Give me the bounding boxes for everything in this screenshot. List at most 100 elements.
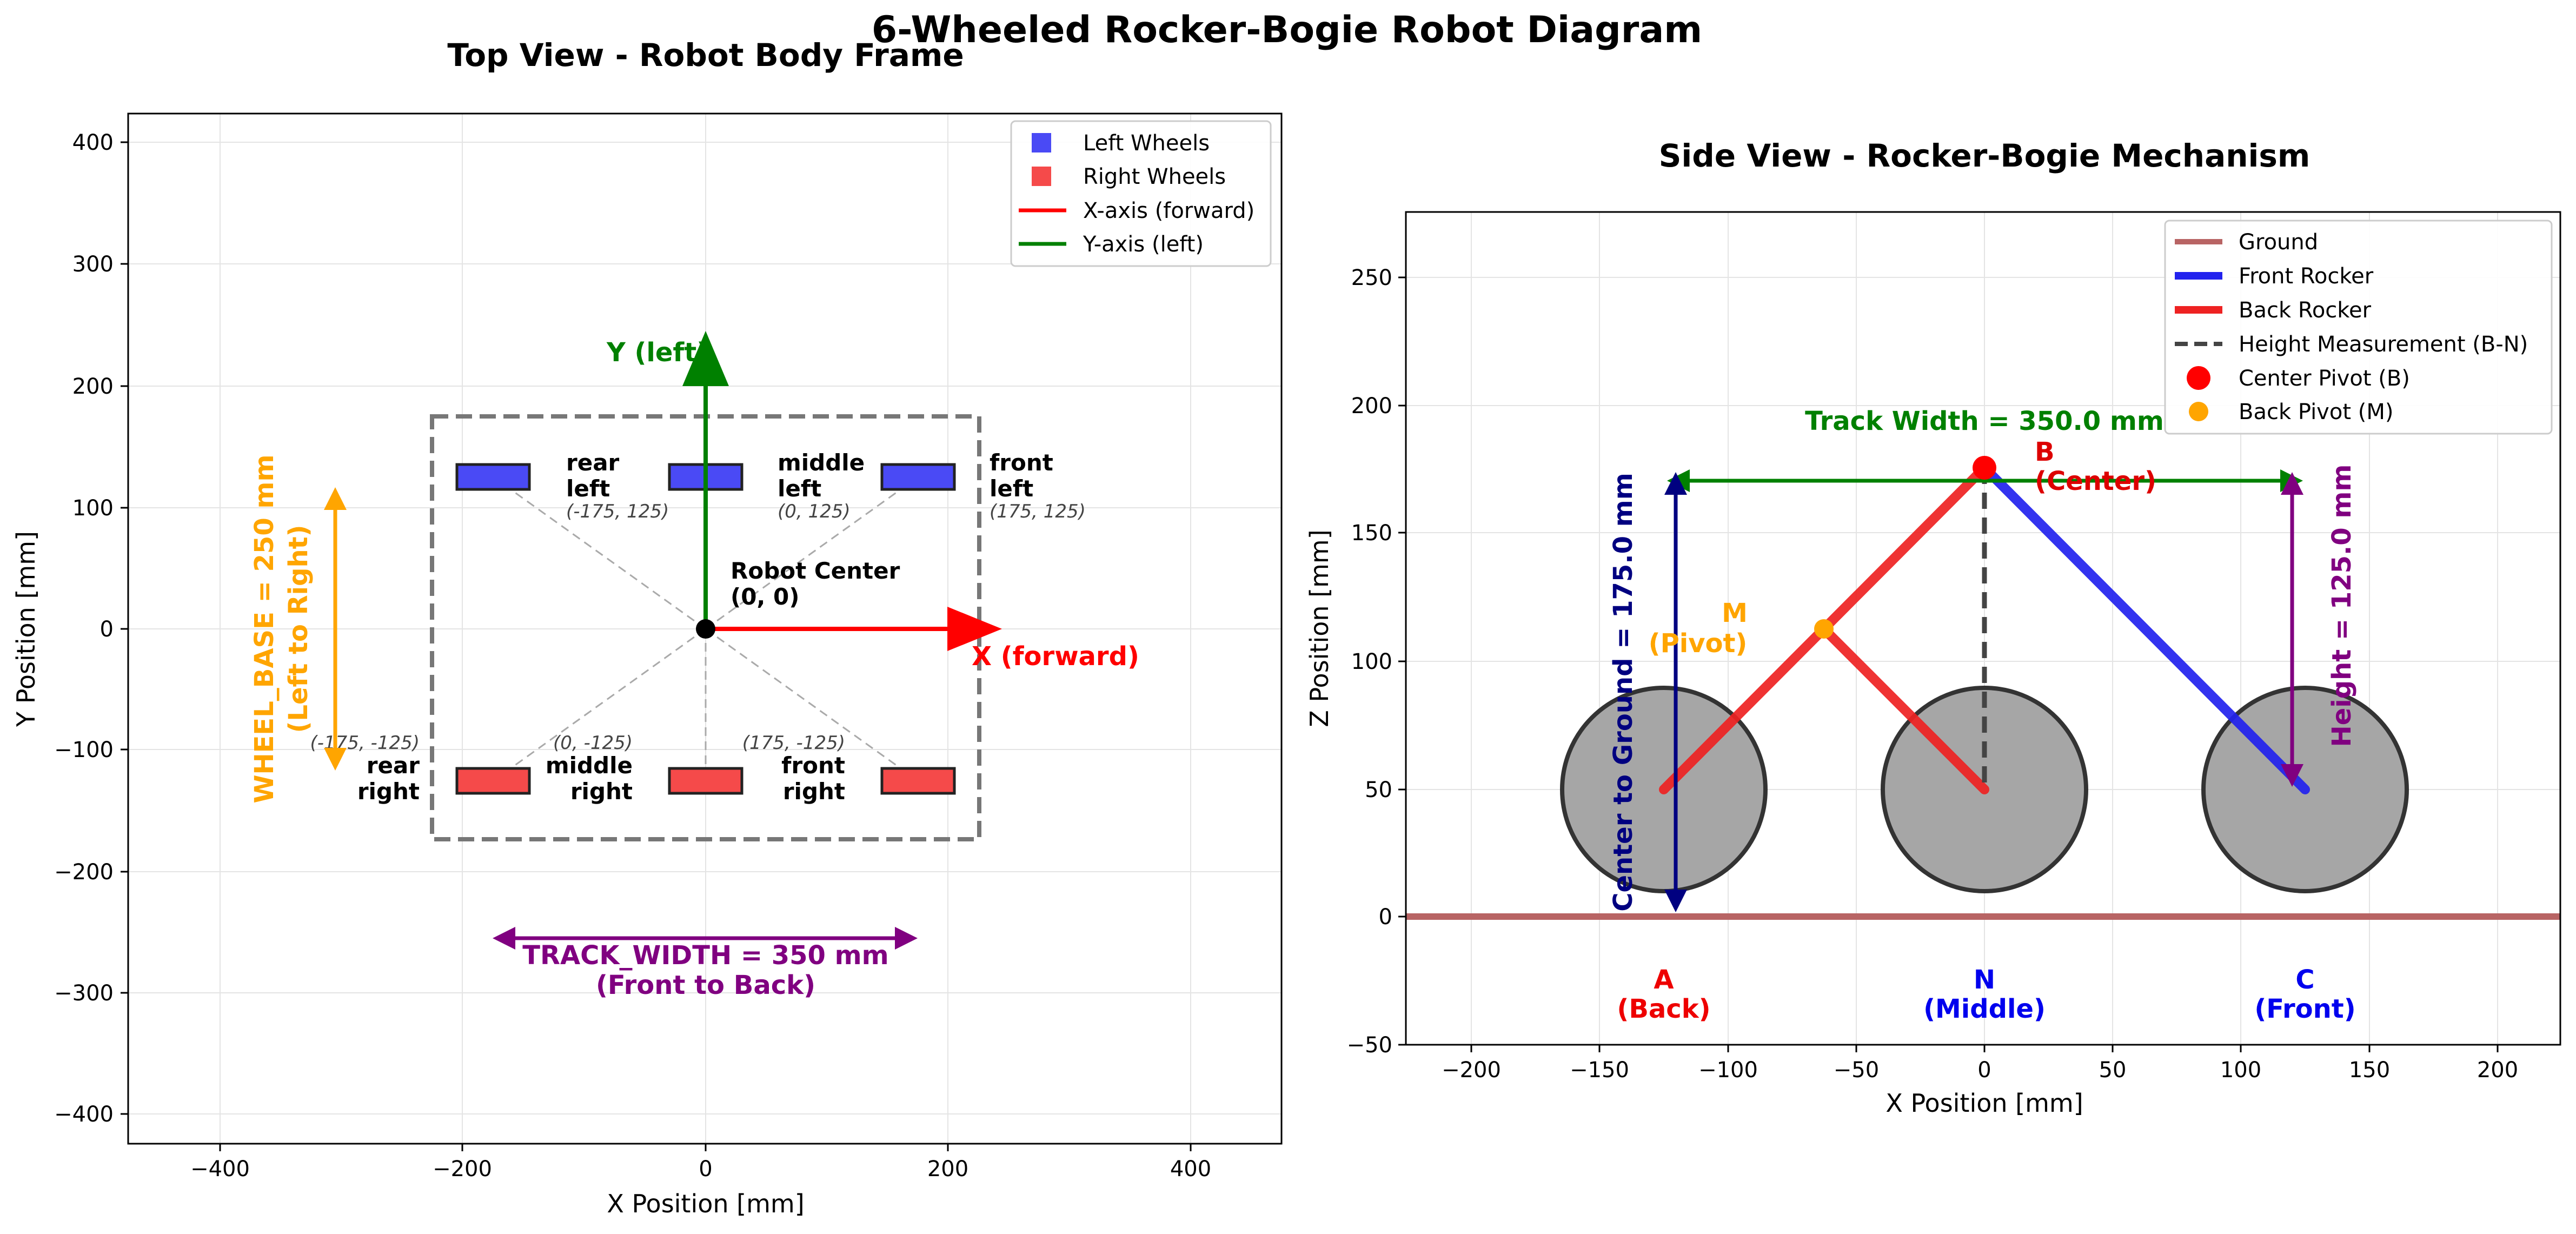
- x-tick-label: −150: [1570, 1058, 1629, 1083]
- wheel-a-label: A: [1654, 965, 1674, 995]
- wheel-rear-left: [455, 463, 531, 491]
- wheel-n-sublabel: (Middle): [1923, 994, 2046, 1024]
- front-rocker: [1980, 463, 2310, 794]
- legend-marker-right-wheels: [1032, 167, 1051, 186]
- wheel-label: left: [990, 475, 1033, 502]
- pivot-m-label: M: [1722, 598, 1748, 628]
- x-tick-label: 0: [699, 1157, 712, 1182]
- x-tick-label: 400: [1170, 1157, 1211, 1182]
- side-view-plot-frame: [1405, 211, 2561, 1046]
- wheel-c-label: C: [2295, 965, 2314, 995]
- legend-label: Back Pivot (M): [2239, 400, 2393, 424]
- y-tick-label: −200: [54, 860, 114, 885]
- top-view-panel: Top View - Robot Body Frame: [11, 37, 1283, 1218]
- side-view-panel: Side View - Rocker-Bogie Mechanism: [1305, 137, 2561, 1118]
- height-label: Height = 125.0 mm: [2327, 465, 2357, 747]
- wheel-n-label: N: [1974, 965, 1995, 995]
- right-wheels: [455, 767, 956, 795]
- side-view-ticks: [1398, 276, 2499, 1052]
- y-tick-label: 250: [1351, 266, 1392, 290]
- y-tick-label: −300: [54, 981, 114, 1006]
- wheel-label: middle: [546, 752, 633, 779]
- y-tick-label: 50: [1365, 778, 1392, 802]
- pivot-b-label: B: [2035, 437, 2055, 467]
- wheel-coord: (0, -125): [553, 732, 633, 754]
- x-tick-label: −200: [433, 1157, 492, 1182]
- wheel-label: right: [357, 778, 420, 805]
- side-view-y-tick-labels: 250 200 150 100 50 0 −50: [1347, 266, 1392, 1058]
- wheel-coord: (0, 125): [778, 501, 851, 522]
- wheel-base-sublabel: (Left to Right): [283, 525, 314, 733]
- top-view-legend: Left Wheels Right Wheels X-axis (forward…: [1010, 120, 1272, 267]
- top-view-ticks: [121, 141, 1192, 1151]
- legend-label: Right Wheels: [1083, 164, 1226, 189]
- pivot-m-sublabel: (Pivot): [1649, 628, 1748, 659]
- back-rocker-lower: [1819, 624, 1989, 794]
- wheel-label: left: [566, 475, 610, 502]
- track-width-sublabel: (Front to Back): [596, 970, 815, 1000]
- x-tick-label: 100: [2220, 1058, 2261, 1083]
- robot-center-dot: [696, 619, 715, 639]
- right-wheel-labels: (-175, -125) rear right (0, -125) middle…: [310, 732, 845, 805]
- y-axis-arrow: [682, 331, 729, 629]
- wheel-label: rear: [566, 449, 620, 476]
- y-tick-label: −100: [54, 738, 114, 762]
- legend-marker-left-wheels: [1032, 133, 1051, 152]
- y-tick-label: 0: [100, 617, 114, 642]
- wheel-coord: (-175, -125): [310, 732, 420, 754]
- top-view-plot-frame: [127, 112, 1283, 1145]
- x-tick-label: 50: [2099, 1058, 2127, 1083]
- x-tick-label: −100: [1698, 1058, 1758, 1083]
- x-tick-label: 150: [2349, 1058, 2390, 1083]
- wheel-coord: (175, -125): [742, 732, 845, 754]
- legend-label: Left Wheels: [1083, 131, 1210, 156]
- wheel-coord: (-175, 125): [566, 501, 669, 522]
- top-view-y-axis-label: Y Position [mm]: [11, 531, 41, 727]
- x-tick-label: −200: [1442, 1058, 1501, 1083]
- wheel-front-left: [880, 463, 956, 491]
- side-view-legend: Ground Front Rocker Back Rocker Height M…: [2164, 220, 2553, 435]
- wheel-label: front: [781, 752, 845, 779]
- legend-label: Center Pivot (B): [2239, 366, 2410, 391]
- x-tick-label: 200: [927, 1157, 968, 1182]
- wheel-label: front: [990, 449, 1053, 476]
- side-view-y-axis-label: Z Position [mm]: [1305, 529, 1334, 727]
- y-tick-label: 300: [72, 252, 114, 277]
- legend-label: X-axis (forward): [1083, 198, 1254, 223]
- wheel-a-sublabel: (Back): [1617, 994, 1710, 1024]
- track-width-label: Track Width = 350.0 mm: [1805, 406, 2164, 436]
- y-tick-label: −50: [1347, 1033, 1392, 1058]
- pivot-b-sublabel: (Center): [2035, 466, 2156, 496]
- x-tick-label: 200: [2477, 1058, 2518, 1083]
- legend-label: Height Measurement (B-N): [2239, 332, 2528, 357]
- top-view-x-axis-label: X Position [mm]: [607, 1189, 804, 1218]
- figure-title: 6-Wheeled Rocker-Bogie Robot Diagram: [872, 9, 1702, 51]
- top-view-title: Top View - Robot Body Frame: [447, 37, 964, 74]
- side-view-x-axis-label: X Position [mm]: [1885, 1089, 2083, 1118]
- y-tick-label: 0: [1379, 905, 1392, 930]
- x-tick-label: −400: [190, 1157, 250, 1182]
- y-tick-label: 100: [1351, 649, 1392, 674]
- side-view-x-tick-labels: −200 −150 −100 −50 0 50 100 150 200: [1442, 1058, 2518, 1083]
- center-pivot-b: [1973, 456, 1996, 480]
- wheel-label: rear: [367, 752, 420, 779]
- x-tick-label: 0: [1977, 1058, 1991, 1083]
- y-tick-label: 200: [1351, 394, 1392, 419]
- left-wheel-labels: rear left (-175, 125) middle left (0, 12…: [566, 449, 1086, 522]
- top-view-y-tick-labels: 400 300 200 100 0 −100 −200 −300 −400: [54, 130, 114, 1127]
- wheel-base-label: WHEEL_BASE = 250 mm: [249, 455, 280, 804]
- x-axis-label-forward: X (forward): [972, 641, 1139, 672]
- y-tick-label: 400: [72, 130, 114, 155]
- wheel-label: right: [570, 778, 633, 805]
- x-tick-label: −50: [1834, 1058, 1879, 1083]
- legend-marker-back-pivot: [2189, 402, 2208, 421]
- x-axis-arrow: [706, 607, 1002, 651]
- wheel-label: middle: [778, 449, 865, 476]
- back-pivot-m: [1814, 619, 1834, 639]
- y-tick-label: 200: [72, 374, 114, 399]
- y-tick-label: 100: [72, 496, 114, 521]
- wheel-rear-right: [455, 767, 531, 795]
- legend-label: Ground: [2239, 230, 2318, 255]
- wheel-coord: (175, 125): [990, 501, 1086, 522]
